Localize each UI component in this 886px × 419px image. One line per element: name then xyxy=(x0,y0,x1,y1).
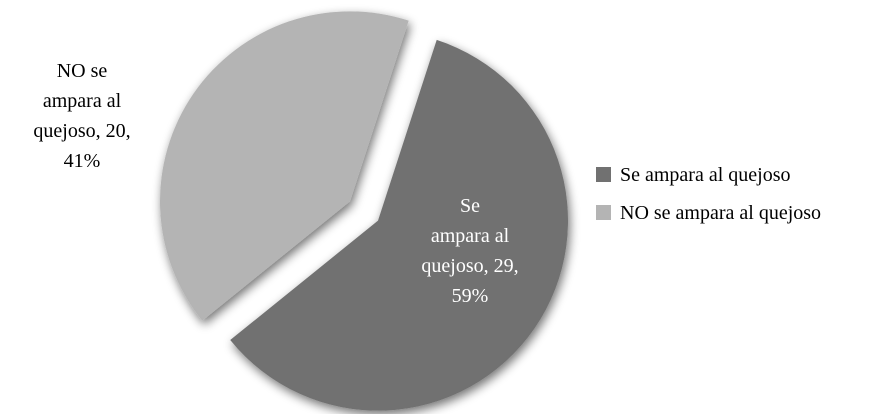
slice-labels: Se ampara al quejoso, 29, 59% NO se ampara al… xyxy=(33,60,518,307)
slice-data-label-line: NO se xyxy=(57,60,108,82)
legend: Se ampara al quejoso NO se ampara al quej… xyxy=(596,164,821,224)
slice-data-label-line: ampara al xyxy=(431,225,510,247)
pie-slice-se-ampara xyxy=(230,39,569,411)
legend-label: Se ampara al quejoso xyxy=(620,164,791,186)
legend-item: Se ampara al quejoso xyxy=(596,164,791,186)
legend-swatch xyxy=(596,205,611,220)
slice-data-label-line: quejoso, 20, xyxy=(33,120,130,142)
pie-slice-no-se-ampara xyxy=(159,11,409,321)
slice-data-label-line: quejoso, 29, xyxy=(421,255,518,277)
slice-data-label-line: 41% xyxy=(64,150,101,172)
slice-data-label-line: Se xyxy=(460,195,480,217)
pie-slices xyxy=(159,11,569,411)
legend-item: NO se ampara al quejoso xyxy=(596,202,821,224)
legend-swatch xyxy=(596,167,611,182)
slice-data-label-line: 59% xyxy=(452,285,489,307)
slice-data-label-line: ampara al xyxy=(43,90,122,112)
slice-data-label-no-se-ampara: NO se ampara al quejoso, 20, 41% xyxy=(33,60,130,172)
legend-label: NO se ampara al quejoso xyxy=(620,202,821,224)
slice-data-label-se-ampara: Se ampara al quejoso, 29, 59% xyxy=(421,195,518,307)
